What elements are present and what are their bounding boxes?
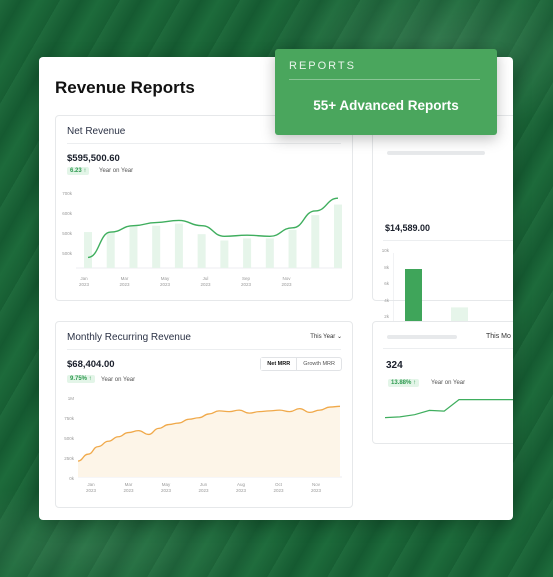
mrr-change-badge: 9.75% ↑ — [67, 375, 95, 383]
side-bottom-change-badge: 13.88% ↑ — [388, 379, 419, 387]
net-mrr-tab[interactable]: Net MRR — [261, 358, 297, 370]
y-tick-label: 0k — [58, 476, 74, 481]
banner-divider — [289, 79, 480, 80]
mrr-view-toggle: Net MRR Growth MRR — [260, 357, 342, 371]
side-top-card[interactable]: $14,589.00 10k8k6k4k2k0k CurrentY-25 — [372, 115, 513, 301]
placeholder-bar — [387, 335, 457, 339]
mrr-amount: $68,404.00 — [67, 359, 115, 370]
revenue-bar — [84, 232, 92, 268]
y-tick-label: 250k — [58, 456, 74, 461]
y-tick-label: 750k — [58, 416, 74, 421]
revenue-bar — [334, 205, 342, 268]
side-bottom-period-dropdown[interactable]: This Mo — [486, 333, 511, 340]
y-tick-label: 4k — [373, 298, 389, 303]
x-tick-label: Jan 2023 — [81, 482, 101, 494]
revenue-bar — [311, 215, 319, 268]
x-tick-label: Oct 2023 — [269, 482, 289, 494]
side-top-amount: $14,589.00 — [385, 223, 430, 233]
x-tick-label: May 2023 — [156, 482, 176, 494]
y-tick-label: 500k — [56, 251, 72, 256]
mrr-card[interactable]: Monthly Recurring Revenue This Year ⌄ $6… — [55, 321, 353, 508]
side-bottom-period: Year on Year — [431, 380, 465, 386]
mrr-period: Year on Year — [101, 377, 135, 383]
revenue-bar — [152, 226, 160, 268]
revenue-bar — [175, 224, 183, 268]
mrr-area — [78, 406, 340, 477]
mrr-title: Monthly Recurring Revenue — [67, 332, 191, 343]
y-tick-label: 10k — [373, 248, 389, 253]
banner-label: REPORTS — [289, 60, 356, 72]
x-tick-label: Mar 2023 — [119, 482, 139, 494]
page-title: Revenue Reports — [55, 78, 195, 98]
y-tick-label: 500k — [56, 231, 72, 236]
banner-heading: 55+ Advanced Reports — [275, 98, 497, 113]
x-tick-label: Aug 2023 — [231, 482, 251, 494]
net-revenue-period: Year on Year — [99, 168, 133, 174]
card-divider — [383, 348, 513, 349]
revenue-line — [88, 198, 338, 257]
card-divider — [383, 240, 513, 241]
revenue-bar — [220, 241, 228, 268]
x-tick-label: Jan 2023 — [74, 276, 94, 288]
side-bottom-card[interactable]: This Mo 324 13.88% ↑ Year on Year — [372, 321, 513, 444]
x-tick-label: May 2023 — [155, 276, 175, 288]
revenue-bar — [107, 232, 115, 268]
y-tick-label: 700k — [56, 191, 72, 196]
x-tick-label: Sep 2023 — [236, 276, 256, 288]
y-tick-label: 600k — [56, 211, 72, 216]
revenue-bar — [198, 234, 206, 268]
card-divider — [67, 143, 341, 144]
x-tick-label: Mar 2023 — [115, 276, 135, 288]
x-tick-label: Nov 2023 — [306, 482, 326, 494]
x-tick-label: Jun 2023 — [194, 482, 214, 494]
side-bottom-amount: 324 — [386, 360, 403, 371]
x-tick-label: Jul 2023 — [196, 276, 216, 288]
growth-mrr-tab[interactable]: Growth MRR — [297, 358, 341, 370]
card-divider — [67, 349, 341, 350]
revenue-bar — [129, 226, 137, 268]
y-tick-label: 1M — [58, 396, 74, 401]
net-revenue-chart — [76, 188, 342, 276]
mrr-period-dropdown[interactable]: This Year ⌄ — [310, 333, 342, 340]
y-tick-label: 2k — [373, 314, 389, 319]
x-tick-label: Nov 2023 — [277, 276, 297, 288]
net-revenue-title: Net Revenue — [67, 126, 125, 137]
revenue-bar — [289, 230, 297, 268]
mrr-chart — [78, 397, 342, 479]
reports-banner: REPORTS 55+ Advanced Reports — [275, 49, 497, 135]
revenue-bar — [243, 238, 251, 268]
net-revenue-card[interactable]: Net Revenue $595,500.60 6.23 ↑ Year on Y… — [55, 115, 353, 301]
net-revenue-amount: $595,500.60 — [67, 153, 120, 164]
y-tick-label: 8k — [373, 265, 389, 270]
revenue-bar — [266, 238, 274, 268]
net-revenue-change-badge: 6.23 ↑ — [67, 167, 89, 175]
side-bottom-line-chart — [385, 394, 513, 434]
y-tick-label: 6k — [373, 281, 389, 286]
side-bottom-line — [385, 400, 513, 418]
y-tick-label: 500k — [58, 436, 74, 441]
placeholder-bar — [387, 151, 485, 155]
